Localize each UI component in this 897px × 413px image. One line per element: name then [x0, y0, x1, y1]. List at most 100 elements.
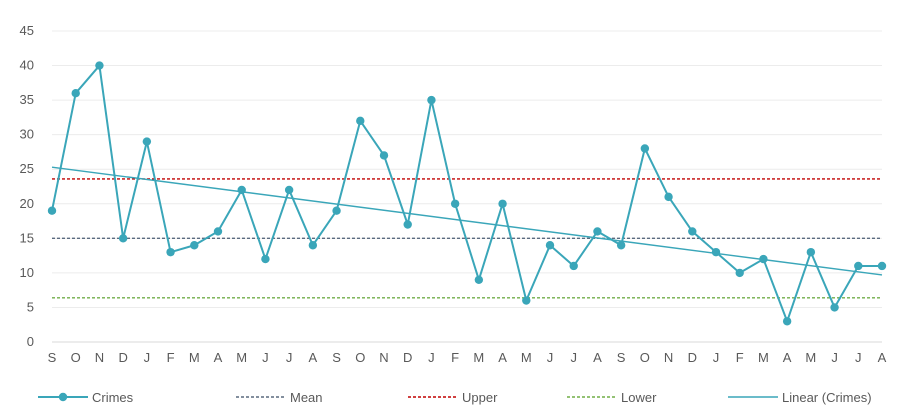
- data-point: [569, 261, 578, 271]
- x-tick-label: J: [144, 350, 151, 365]
- data-point: [782, 317, 792, 326]
- data-point: [877, 261, 887, 271]
- data-point: [664, 192, 673, 202]
- x-tick-label: A: [783, 350, 792, 365]
- trendline-layer: [51, 166, 883, 276]
- y-tick-label: 5: [27, 299, 34, 314]
- y-tick-label: 30: [20, 127, 34, 142]
- data-point: [593, 227, 602, 236]
- x-tick-label: O: [355, 350, 365, 365]
- x-tick-label: M: [521, 350, 532, 365]
- x-tick-label: A: [878, 350, 887, 365]
- x-tick-label: J: [570, 350, 577, 365]
- x-tick-label: A: [593, 350, 602, 365]
- x-tick-label: A: [498, 350, 507, 365]
- x-tick-label: M: [758, 350, 769, 365]
- data-point: [545, 241, 555, 250]
- data-point: [284, 185, 294, 195]
- data-point: [47, 206, 57, 215]
- x-tick-label: M: [473, 350, 484, 365]
- x-tick-label: J: [855, 350, 862, 365]
- x-tick-label: M: [805, 350, 816, 365]
- legend-item-mean: Mean: [236, 390, 323, 405]
- data-point: [142, 137, 152, 146]
- y-axis-ticks: 0 5 10 15 20 25 30 35 40 45: [20, 23, 34, 349]
- x-tick-label: J: [262, 350, 269, 365]
- x-tick-label: J: [831, 350, 838, 365]
- x-tick-label: N: [379, 350, 388, 365]
- legend-marker: [58, 392, 68, 402]
- x-tick-label: F: [451, 350, 459, 365]
- grid-lines: [52, 30, 882, 343]
- data-point: [403, 220, 412, 229]
- x-tick-label: J: [286, 350, 293, 365]
- x-tick-label: F: [736, 350, 744, 365]
- y-tick-label: 25: [20, 161, 34, 176]
- reference-lines: [52, 178, 882, 299]
- x-tick-label: O: [71, 350, 81, 365]
- y-tick-label: 20: [20, 196, 34, 211]
- data-point: [166, 247, 175, 257]
- x-tick-label: J: [428, 350, 435, 365]
- data-point: [735, 268, 744, 278]
- data-point: [261, 254, 270, 264]
- data-point: [616, 241, 626, 250]
- x-tick-label: S: [48, 350, 57, 365]
- y-tick-label: 0: [27, 334, 34, 349]
- x-tick-label: F: [167, 350, 175, 365]
- x-tick-label: A: [214, 350, 223, 365]
- x-tick-label: A: [309, 350, 318, 365]
- x-tick-label: O: [640, 350, 650, 365]
- data-point: [190, 241, 199, 250]
- x-tick-label: D: [688, 350, 697, 365]
- data-point: [237, 185, 246, 195]
- legend-item-lower: Lower: [567, 390, 657, 405]
- legend-item-crimes: Crimes: [38, 390, 134, 405]
- y-tick-label: 15: [20, 230, 34, 245]
- data-point: [332, 206, 341, 215]
- data-point: [450, 199, 460, 208]
- data-point: [759, 254, 768, 264]
- y-tick-label: 35: [20, 92, 34, 107]
- legend-label: Upper: [462, 390, 498, 405]
- data-point: [95, 61, 104, 70]
- x-tick-label: J: [713, 350, 720, 365]
- x-tick-label: S: [332, 350, 341, 365]
- data-point: [830, 303, 839, 312]
- data-point: [427, 95, 436, 105]
- series-line-crimes: [51, 64, 882, 323]
- legend-label: Lower: [621, 390, 657, 405]
- y-tick-label: 10: [20, 265, 34, 280]
- x-tick-label: M: [189, 350, 200, 365]
- legend-label: Linear (Crimes): [782, 390, 872, 405]
- x-tick-label: D: [403, 350, 412, 365]
- data-point: [356, 116, 365, 126]
- data-point: [213, 227, 223, 236]
- data-point: [522, 296, 531, 305]
- legend-label: Crimes: [92, 390, 134, 405]
- y-tick-label: 40: [20, 58, 34, 73]
- data-point: [806, 247, 816, 257]
- data-point: [688, 227, 697, 236]
- legend: Crimes Mean Upper Lower Linear (Crimes): [38, 390, 872, 405]
- data-point: [640, 144, 650, 153]
- data-point: [854, 261, 863, 271]
- x-tick-label: S: [617, 350, 626, 365]
- x-tick-label: N: [664, 350, 673, 365]
- legend-item-linear-crimes: Linear (Crimes): [728, 390, 872, 405]
- data-point: [711, 247, 721, 257]
- data-point: [474, 275, 484, 284]
- data-point: [379, 151, 389, 160]
- x-tick-label: M: [236, 350, 247, 365]
- legend-item-upper: Upper: [408, 390, 498, 405]
- x-tick-label: N: [95, 350, 104, 365]
- data-point: [308, 241, 318, 250]
- y-tick-label: 45: [20, 23, 34, 38]
- linear-trendline: [51, 166, 883, 276]
- data-point: [118, 234, 128, 243]
- x-tick-label: D: [118, 350, 127, 365]
- data-point: [498, 199, 507, 208]
